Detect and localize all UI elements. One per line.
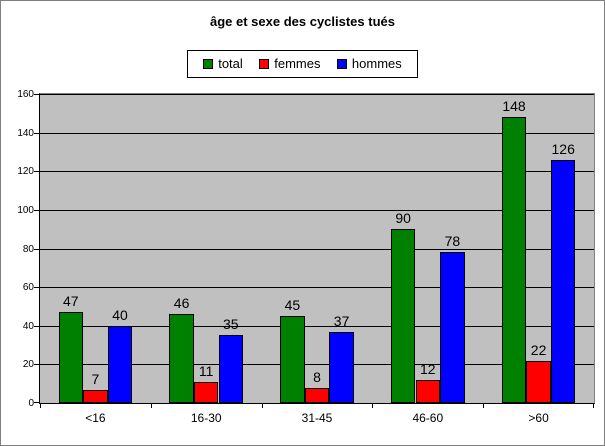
category-label: 16-30: [190, 411, 222, 425]
value-label-hommes-16-30: 35: [223, 316, 239, 333]
value-label-total-<16: 47: [63, 293, 79, 310]
y-axis-tick-label: 100: [17, 205, 34, 216]
bar-femmes-<16: [83, 389, 108, 403]
y-axis-tick-label: 0: [28, 398, 34, 409]
y-axis-tick: [34, 402, 39, 403]
bar-femmes->60: [526, 360, 551, 403]
legend-item-hommes: hommes: [336, 56, 402, 72]
x-axis-tick: [372, 403, 373, 408]
value-label-total-16-30: 46: [173, 295, 190, 312]
legend: total femmes hommes: [1, 50, 604, 78]
y-axis-tick: [34, 249, 39, 250]
y-axis-tick-label: 40: [22, 321, 34, 332]
x-axis-tick: [151, 403, 152, 408]
value-label-total->60: 148: [502, 98, 526, 115]
gridline: [40, 326, 594, 327]
y-axis-tick-label: 20: [22, 359, 34, 370]
bar-total-16-30: [169, 314, 194, 403]
value-label-femmes-31-45: 8: [313, 368, 321, 385]
value-label-hommes-31-45: 37: [333, 312, 350, 329]
y-axis-tick-label: 140: [17, 128, 34, 139]
value-label-hommes-<16: 40: [112, 306, 128, 323]
bar-hommes-31-45: [329, 331, 354, 403]
y-axis-tick: [34, 171, 39, 172]
legend-box: total femmes hommes: [187, 50, 418, 78]
y-axis-tick: [34, 326, 39, 327]
bar-hommes-16-30: [218, 335, 244, 403]
x-axis-tick: [40, 403, 41, 408]
gridline: [40, 171, 594, 172]
value-label-hommes-46-60: 78: [444, 233, 461, 250]
y-axis-tick-label: 120: [17, 166, 34, 177]
y-axis-tick: [34, 287, 39, 288]
legend-swatch-total: [203, 58, 214, 69]
gridline: [40, 133, 594, 134]
legend-label-femmes: femmes: [274, 56, 321, 72]
value-label-femmes-16-30: 11: [198, 362, 214, 379]
bar-femmes-31-45: [304, 387, 330, 404]
value-label-femmes-<16: 7: [91, 370, 100, 387]
gridline: [40, 210, 594, 211]
category-label: >60: [528, 411, 549, 425]
y-axis-tick: [34, 210, 39, 211]
gridline: [40, 364, 594, 365]
chart-title: âge et sexe des cyclistes tués: [209, 14, 395, 29]
y-axis-tick-label: 60: [22, 282, 34, 293]
gridline: [40, 249, 594, 250]
legend-label-hommes: hommes: [351, 56, 402, 72]
value-label-total-31-45: 45: [284, 297, 301, 314]
legend-swatch-hommes: [336, 58, 347, 69]
bar-total-46-60: [390, 229, 416, 403]
plot-area: 0 20 40 60 80 100 120 140 160 47 7 40 <16 46 11 35 16-30…: [17, 90, 595, 425]
bar-total->60: [501, 117, 527, 403]
category-label: <16: [85, 411, 106, 425]
x-axis-tick: [593, 403, 594, 408]
bar-total-31-45: [280, 316, 305, 403]
legend-item-femmes: femmes: [259, 56, 320, 71]
legend-item-total: total: [203, 56, 243, 71]
value-label-femmes->60: 22: [530, 341, 547, 358]
bar-femmes-16-30: [193, 381, 219, 403]
y-axis-tick-label: 160: [17, 89, 34, 100]
x-axis-tick: [483, 403, 484, 408]
y-axis-tick-label: 80: [22, 244, 34, 255]
bar-hommes-46-60: [440, 252, 465, 403]
category-label: 31-45: [301, 411, 333, 425]
y-axis-tick: [34, 94, 39, 95]
bar-hommes-<16: [107, 325, 133, 404]
y-axis-tick: [34, 133, 39, 134]
category-label: 46-60: [412, 411, 444, 425]
bar-femmes-46-60: [415, 379, 441, 403]
legend-label-total: total: [218, 56, 243, 72]
value-label-femmes-46-60: 12: [420, 360, 436, 377]
bar-total-<16: [58, 312, 84, 403]
y-axis-tick: [34, 364, 39, 365]
value-label-hommes->60: 126: [551, 140, 575, 157]
value-label-total-46-60: 90: [395, 210, 411, 227]
gridline: [40, 287, 594, 288]
x-axis-tick: [262, 403, 263, 408]
bar-hommes->60: [550, 159, 576, 403]
legend-swatch-femmes: [259, 58, 270, 69]
gridline: [40, 94, 594, 95]
